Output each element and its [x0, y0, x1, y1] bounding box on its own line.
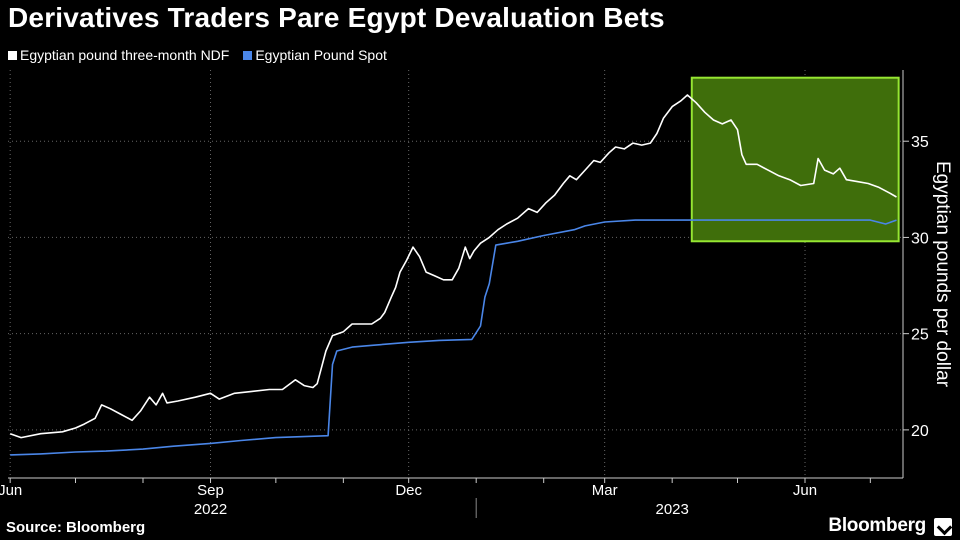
bloomberg-logo: Bloomberg [828, 515, 926, 536]
series-line-ndf [9, 94, 897, 439]
y-tick-label-20: 20 [911, 423, 929, 440]
chart-title: Derivatives Traders Pare Egypt Devaluati… [8, 2, 665, 33]
y-tick-label-35: 35 [911, 134, 929, 151]
legend-label-ndf: Egyptian pound three-month NDF [20, 47, 230, 63]
year-label-2022: 2022 [194, 501, 227, 518]
x-tick-label-2022-09-01: Sep [197, 482, 224, 499]
source-note: Source: Bloomberg [6, 519, 146, 536]
legend-swatch-spot [243, 50, 253, 60]
y-tick-label-30: 30 [911, 230, 929, 247]
highlight-layer [690, 76, 900, 243]
y-axis-title: Egyptian pounds per dollar [932, 161, 953, 388]
series-layer [9, 94, 897, 456]
year-label-2023: 2023 [655, 501, 688, 518]
x-tick-label-2022-06-01: Jun [0, 482, 22, 499]
x-tick-label-2023-06-01: Jun [793, 482, 817, 499]
y-tick-label-25: 25 [911, 327, 929, 344]
series-line-spot [10, 219, 897, 456]
highlight-box [690, 76, 900, 243]
legend-label-spot: Egyptian Pound Spot [255, 47, 387, 63]
x-tick-label-2023-03-01: Mar [592, 482, 618, 499]
legend-swatch-ndf [8, 50, 17, 60]
legend-item-spot: Egyptian Pound Spot [243, 47, 387, 63]
chart-legend: Egyptian pound three-month NDF Egyptian … [8, 47, 387, 63]
axis-layer: 20 25 30 35 Jun Sep Dec Mar Jun 2022 2023 Egyptian … [0, 70, 953, 518]
legend-item-ndf: Egyptian pound three-month NDF [8, 47, 229, 63]
x-tick-label-2022-12-01: Dec [395, 482, 422, 499]
bloomberg-terminal-icon [934, 518, 952, 536]
